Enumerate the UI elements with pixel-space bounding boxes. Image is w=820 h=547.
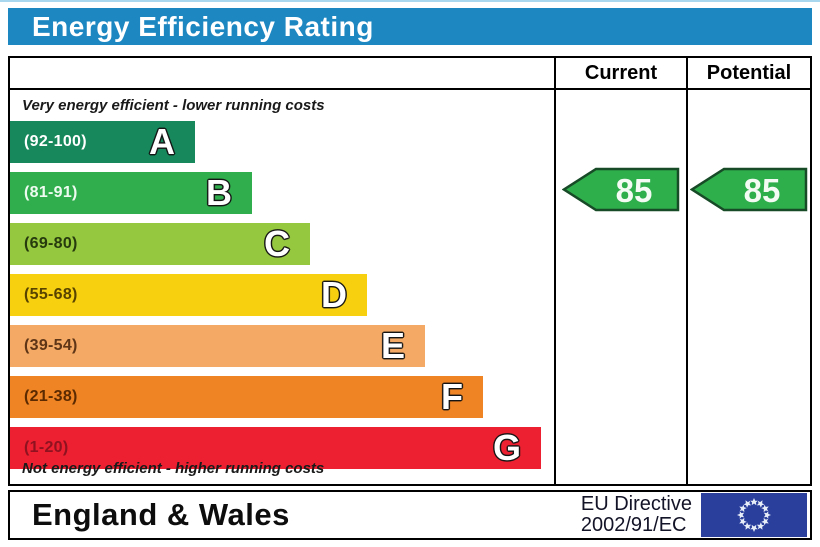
band-row-d: (55-68) D xyxy=(10,274,554,322)
eu-directive-line1: EU Directive xyxy=(580,493,692,515)
page-title: Energy Efficiency Rating xyxy=(8,8,812,45)
band-bar-f: (21-38) F xyxy=(10,376,483,418)
band-letter-c: C xyxy=(264,223,290,264)
current-arrow-shape xyxy=(562,167,680,212)
band-letter-a: A xyxy=(149,121,175,162)
potential-rating-value: 85 xyxy=(744,172,781,209)
band-bar-b: (81-91) B xyxy=(10,172,252,214)
band-range-d: (55-68) xyxy=(24,286,78,303)
band-chart-area: Very energy efficient - lower running co… xyxy=(10,90,556,484)
band-bar-c: (69-80) C xyxy=(10,223,310,265)
current-rating-value: 85 xyxy=(616,172,653,209)
band-letter-f: F xyxy=(441,376,463,417)
band-range-g: (1-20) xyxy=(24,439,69,456)
column-header-potential: Potential xyxy=(706,61,792,84)
top-note: Very energy efficient - lower running co… xyxy=(22,97,325,114)
band-letter-g: G xyxy=(492,427,521,468)
band-range-b: (81-91) xyxy=(24,184,78,201)
band-range-a: (92-100) xyxy=(24,133,87,150)
potential-rating-column: 85 xyxy=(688,90,810,484)
eu-directive-line2: 2002/91/EC xyxy=(580,514,687,536)
band-bar-e: (39-54) E xyxy=(10,325,425,367)
column-header-current: Current xyxy=(556,58,688,88)
band-range-c: (69-80) xyxy=(24,235,78,252)
footer-bar: England & Wales EU Directive 2002/91/EC xyxy=(8,490,812,540)
band-row-g: (1-20) G xyxy=(10,427,554,475)
band-bar-g: (1-20) G xyxy=(10,427,541,469)
rating-table: Current Potential Very energy efficient … xyxy=(8,56,812,486)
band-row-b: (81-91) B xyxy=(10,172,554,220)
band-letter-e: E xyxy=(380,325,405,366)
band-letter-d: D xyxy=(321,274,347,315)
bottom-note: Not energy efficient - higher running co… xyxy=(22,460,325,477)
table-header-row: Current Potential xyxy=(10,58,810,90)
band-bar-d: (55-68) D xyxy=(10,274,367,316)
band-row-e: (39-54) E xyxy=(10,325,554,373)
potential-arrow-shape xyxy=(690,167,808,212)
chart-header-cell xyxy=(10,58,556,88)
table-body: Very energy efficient - lower running co… xyxy=(10,90,810,484)
top-edge-line xyxy=(0,0,820,2)
band-letter-b: B xyxy=(206,172,232,213)
band-row-f: (21-38) F xyxy=(10,376,554,424)
current-rating-column: 85 xyxy=(556,90,688,484)
eu-flag-icon xyxy=(701,493,807,537)
band-bar-a: (92-100) A xyxy=(10,121,195,163)
band-range-e: (39-54) xyxy=(24,337,78,354)
eu-directive-label: EU Directive 2002/91/EC xyxy=(581,494,701,536)
region-label: England & Wales xyxy=(32,497,290,532)
band-row-a: (92-100) A xyxy=(10,121,554,169)
current-rating-arrow: 85 xyxy=(562,167,680,212)
band-range-f: (21-38) xyxy=(24,388,78,405)
band-row-c: (69-80) C xyxy=(10,223,554,271)
potential-rating-arrow: 85 xyxy=(690,167,808,212)
